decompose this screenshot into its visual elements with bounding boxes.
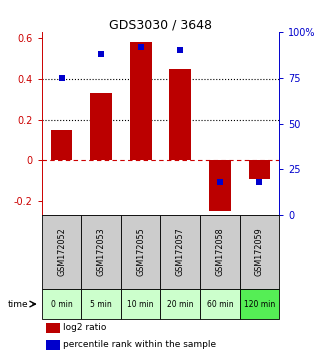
Point [138,44,143,49]
Bar [81,289,121,319]
Text: GSM172052: GSM172052 [57,228,66,276]
Text: 5 min: 5 min [90,299,112,309]
Bar [160,215,200,289]
Point [99,51,104,57]
Text: GSM172055: GSM172055 [136,228,145,276]
Bar [248,160,270,179]
Bar [42,215,81,289]
Bar [200,215,240,289]
Text: 10 min: 10 min [127,299,154,309]
Bar [240,215,279,289]
Text: GSM172059: GSM172059 [255,228,264,276]
Bar [121,215,160,289]
Bar [130,42,152,160]
Text: GSM172058: GSM172058 [215,228,224,276]
Text: GSM172053: GSM172053 [97,228,106,276]
Point [59,75,64,81]
Bar [47,323,60,332]
Bar [51,130,73,160]
Title: GDS3030 / 3648: GDS3030 / 3648 [109,19,212,32]
Bar [90,93,112,160]
Bar [240,289,279,319]
Point [257,179,262,185]
Text: log2 ratio: log2 ratio [63,323,107,332]
Bar [169,69,191,160]
Text: 20 min: 20 min [167,299,194,309]
Text: time: time [7,299,28,309]
Text: 60 min: 60 min [207,299,233,309]
Text: GSM172057: GSM172057 [176,228,185,276]
Point [217,179,222,185]
Text: 120 min: 120 min [244,299,275,309]
Bar [200,289,240,319]
Point [178,47,183,53]
Bar [47,340,60,350]
Bar [160,289,200,319]
Bar [42,289,81,319]
Text: percentile rank within the sample: percentile rank within the sample [63,341,216,349]
Bar [209,160,231,211]
Text: 0 min: 0 min [51,299,73,309]
Bar [81,215,121,289]
Bar [121,289,160,319]
